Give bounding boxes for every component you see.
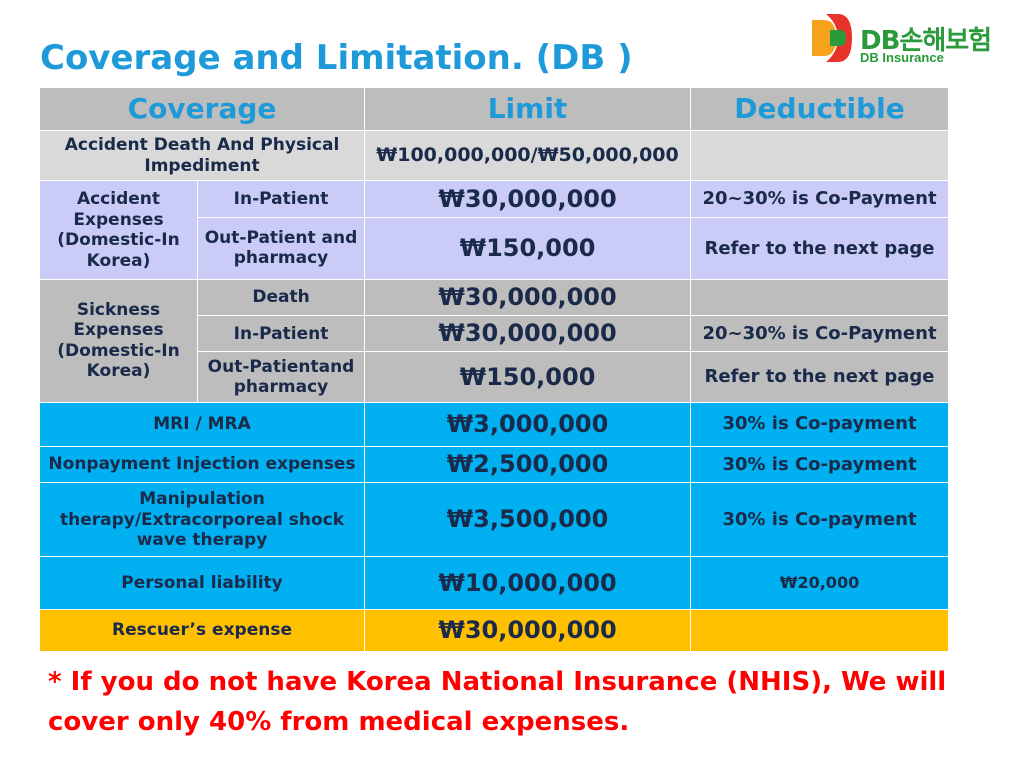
row-label-rescuer: Rescuer’s expense <box>38 608 366 653</box>
row-label-personal-liability: Personal liability <box>38 556 366 610</box>
sub-label: In-Patient <box>196 180 366 218</box>
table-row: Sickness Expenses (Domestic-In Korea) De… <box>39 278 950 403</box>
table-row: MRI / MRA ₩3,000,000 30% is Co-payment <box>38 401 950 447</box>
header-coverage: Coverage <box>38 86 366 132</box>
page-title: Coverage and Limitation. (DB ) <box>40 38 633 78</box>
limit-accident-death: ₩100,000,000/₩50,000,000 <box>364 130 692 182</box>
table-row: In-Patient ₩30,000,000 20~30% is Co-Paym… <box>40 315 950 353</box>
limit-value: ₩30,000,000 <box>364 315 692 353</box>
table-row: Out-Patient and pharmacy ₩150,000 Refer … <box>40 216 950 281</box>
db-logo-icon <box>812 14 852 62</box>
deductible-value <box>690 278 950 317</box>
table-row: Accident Expenses (Domestic-In Korea) In… <box>39 180 950 280</box>
header-limit: Limit <box>364 86 692 132</box>
deductible-value: 30% is Co-payment <box>690 482 950 558</box>
sub-label: Death <box>196 278 366 317</box>
db-insurance-logo: DB손해보험 DB Insurance <box>808 10 1008 70</box>
table-row: Out-Patientand pharmacy ₩150,000 Refer t… <box>40 351 950 403</box>
limit-value: ₩30,000,000 <box>364 608 692 653</box>
table-row: Accident Death And Physical Impediment ₩… <box>38 130 950 182</box>
logo-brand-text: DB손해보험 <box>860 26 992 56</box>
sub-label: Out-Patient and pharmacy <box>196 216 366 281</box>
table-row: Manipulation therapy/Extracorporeal shoc… <box>38 482 950 558</box>
row-label-mri: MRI / MRA <box>38 401 366 447</box>
deductible-value: Refer to the next page <box>690 351 950 403</box>
deductible-accident-death <box>690 130 950 182</box>
coverage-table: Coverage Limit Deductible Accident Death… <box>38 86 950 653</box>
deductible-value: ₩20,000 <box>690 556 950 610</box>
nhis-footnote: * If you do not have Korea National Insu… <box>48 667 947 737</box>
limit-value: ₩3,500,000 <box>364 482 692 558</box>
table-row: Nonpayment Injection expenses ₩2,500,000… <box>38 445 950 484</box>
sub-label: In-Patient <box>196 315 366 353</box>
logo-sub-text: DB Insurance <box>860 50 944 65</box>
row-label-accident-death: Accident Death And Physical Impediment <box>38 130 366 182</box>
row-label-manipulation: Manipulation therapy/Extracorporeal shoc… <box>38 482 366 558</box>
row-label-injection: Nonpayment Injection expenses <box>38 445 366 484</box>
row-label-sickness-expenses: Sickness Expenses (Domestic-In Korea) <box>39 279 198 403</box>
limit-value: ₩30,000,000 <box>364 278 692 317</box>
limit-value: ₩150,000 <box>364 216 692 281</box>
deductible-value: 30% is Co-payment <box>690 445 950 484</box>
deductible-value: 20~30% is Co-Payment <box>690 180 950 218</box>
limit-value: ₩150,000 <box>364 351 692 403</box>
table-row: Personal liability ₩10,000,000 ₩20,000 <box>38 556 950 610</box>
row-label-accident-expenses: Accident Expenses (Domestic-In Korea) <box>39 180 198 280</box>
limit-value: ₩3,000,000 <box>364 401 692 447</box>
deductible-value: Refer to the next page <box>690 216 950 281</box>
limit-value: ₩2,500,000 <box>364 445 692 484</box>
limit-value: ₩10,000,000 <box>364 556 692 610</box>
deductible-value: 30% is Co-payment <box>690 401 950 447</box>
deductible-value: 20~30% is Co-Payment <box>690 315 950 353</box>
limit-value: ₩30,000,000 <box>364 180 692 218</box>
deductible-value <box>690 608 950 653</box>
sub-label: Out-Patientand pharmacy <box>196 351 366 403</box>
header-deductible: Deductible <box>690 86 950 132</box>
table-row: Rescuer’s expense ₩30,000,000 <box>38 608 950 653</box>
